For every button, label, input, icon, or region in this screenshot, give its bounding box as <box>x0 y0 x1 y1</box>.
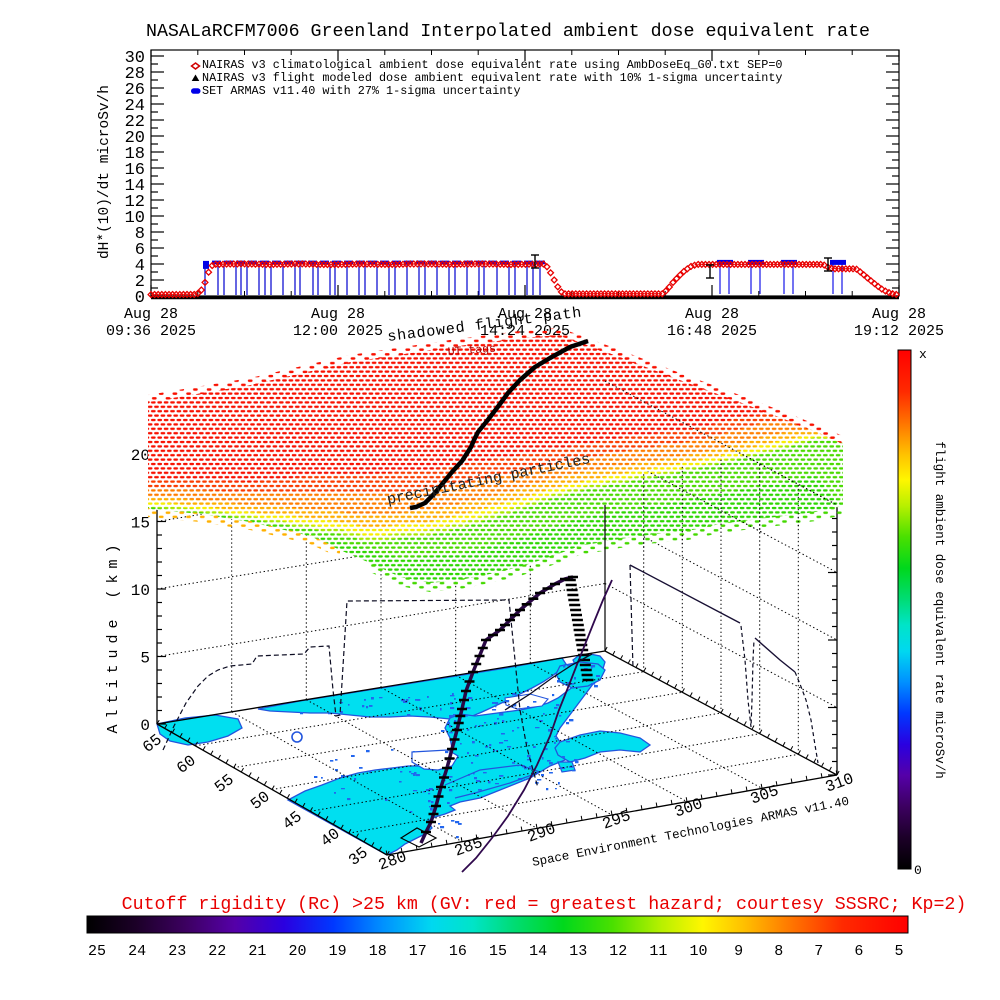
svg-text:9: 9 <box>734 943 743 960</box>
svg-text:Aug 28: Aug 28 <box>685 306 739 323</box>
svg-text:5: 5 <box>894 943 903 960</box>
svg-text:17: 17 <box>409 943 427 960</box>
svg-text:18: 18 <box>369 943 387 960</box>
svg-text:6: 6 <box>135 241 145 260</box>
svg-text:50: 50 <box>247 788 273 814</box>
svg-text:flight ambient dose equivalent: flight ambient dose equivalent rate micr… <box>932 441 946 779</box>
svg-text:0: 0 <box>914 863 922 878</box>
svg-text:12:00 2025: 12:00 2025 <box>293 323 383 340</box>
svg-text:310: 310 <box>823 770 856 797</box>
svg-text:Aug 28: Aug 28 <box>872 306 926 323</box>
svg-text:13: 13 <box>569 943 587 960</box>
svg-text:16: 16 <box>449 943 467 960</box>
svg-text:NAIRAS v3 flight modeled dose: NAIRAS v3 flight modeled dose ambient eq… <box>202 71 783 85</box>
svg-text:28: 28 <box>125 65 145 84</box>
svg-text:18: 18 <box>125 145 145 164</box>
svg-text:16: 16 <box>125 161 145 180</box>
svg-text:25: 25 <box>88 943 106 960</box>
svg-text:20: 20 <box>131 447 150 465</box>
svg-text:19: 19 <box>329 943 347 960</box>
svg-text:26: 26 <box>125 81 145 100</box>
svg-text:Altitude (km): Altitude (km) <box>105 538 122 733</box>
svg-text:Aug 28: Aug 28 <box>498 306 552 323</box>
svg-text:305: 305 <box>748 782 781 809</box>
svg-text:21: 21 <box>248 943 266 960</box>
svg-text:0: 0 <box>135 289 145 308</box>
svg-text:35: 35 <box>345 844 371 870</box>
svg-text:09:36 2025: 09:36 2025 <box>106 323 196 340</box>
svg-text:11: 11 <box>649 943 667 960</box>
svg-text:4: 4 <box>135 257 145 276</box>
svg-text:SET ARMAS v11.40 with 27% 1-si: SET ARMAS v11.40 with 27% 1-sigma uncert… <box>202 84 521 98</box>
svg-text:20: 20 <box>288 943 306 960</box>
svg-text:14: 14 <box>529 943 547 960</box>
svg-text:2: 2 <box>135 273 145 292</box>
svg-text:23: 23 <box>168 943 186 960</box>
svg-text:60: 60 <box>173 752 199 778</box>
svg-text:7: 7 <box>814 943 823 960</box>
svg-text:x: x <box>919 347 927 362</box>
svg-text:20: 20 <box>125 129 145 148</box>
svg-text:24: 24 <box>125 97 145 116</box>
svg-text:30: 30 <box>125 49 145 68</box>
svg-text:22: 22 <box>125 113 145 132</box>
svg-text:12: 12 <box>125 193 145 212</box>
svg-text:NAIRAS v3 climatological ambie: NAIRAS v3 climatological ambient dose eq… <box>202 58 783 72</box>
svg-text:55: 55 <box>211 771 237 797</box>
svg-text:15: 15 <box>489 943 507 960</box>
svg-text:19:12 2025: 19:12 2025 <box>854 323 944 340</box>
svg-text:dH*(10)/dt microSv/h: dH*(10)/dt microSv/h <box>97 85 113 259</box>
svg-text:12: 12 <box>609 943 627 960</box>
svg-text:8: 8 <box>774 943 783 960</box>
svg-text:10: 10 <box>689 943 707 960</box>
svg-text:8: 8 <box>135 225 145 244</box>
svg-text:UT tags: UT tags <box>447 343 496 359</box>
svg-text:16:48 2025: 16:48 2025 <box>667 323 757 340</box>
svg-text:Cutoff rigidity (Rc) >25 km (G: Cutoff rigidity (Rc) >25 km (GV: red = g… <box>122 895 967 915</box>
svg-text:5: 5 <box>140 650 150 668</box>
svg-text:15: 15 <box>131 515 150 533</box>
svg-text:Aug 28: Aug 28 <box>311 306 365 323</box>
svg-text:295: 295 <box>600 807 633 834</box>
svg-text:NASALaRCFM7006 Greenland Inte: NASALaRCFM7006 Greenland Interpolated am… <box>146 22 870 42</box>
svg-text:10: 10 <box>131 582 150 600</box>
svg-text:290: 290 <box>525 820 558 847</box>
svg-text:22: 22 <box>208 943 226 960</box>
svg-text:6: 6 <box>854 943 863 960</box>
svg-text:14: 14 <box>125 177 145 196</box>
svg-text:24: 24 <box>128 943 146 960</box>
svg-text:10: 10 <box>125 209 145 228</box>
svg-text:45: 45 <box>279 808 305 834</box>
svg-text:Aug 28: Aug 28 <box>124 306 178 323</box>
svg-text:300: 300 <box>672 795 705 822</box>
svg-text:0: 0 <box>140 717 150 735</box>
